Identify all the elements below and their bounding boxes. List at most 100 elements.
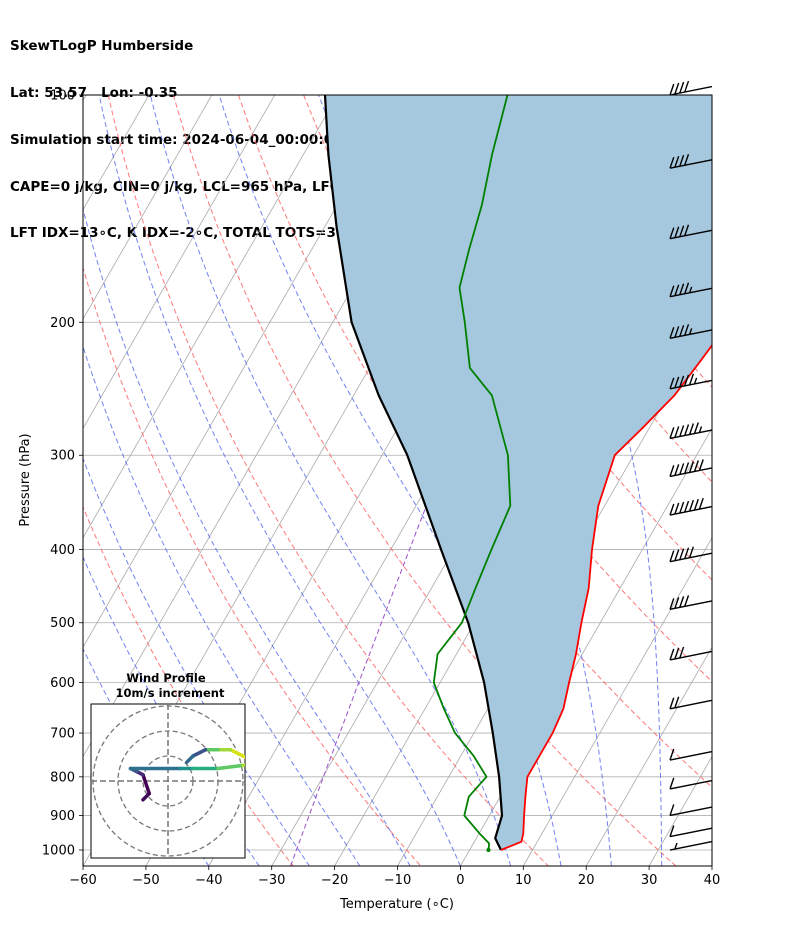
wind-barb-shaft xyxy=(669,806,713,817)
moist-adiabat-line xyxy=(218,95,562,866)
hodograph-segment xyxy=(141,773,151,796)
y-tick-label: 900 xyxy=(50,809,75,824)
x-tick-label: 40 xyxy=(704,873,721,888)
wind-barb xyxy=(669,80,713,96)
x-tick-label: −40 xyxy=(195,873,222,888)
wind-barb-shaft xyxy=(669,699,713,710)
wind-barb-feather xyxy=(688,328,693,335)
wind-barb-feather xyxy=(684,547,690,559)
wind-barb-feather xyxy=(669,503,675,516)
wind-barb-shaft xyxy=(669,85,713,96)
wind-barb-feather xyxy=(674,376,680,389)
x-tick-label: −10 xyxy=(384,873,411,888)
wind-barb xyxy=(669,840,713,851)
isotherm-line xyxy=(83,95,213,320)
isotherm-line xyxy=(83,95,401,649)
wind-barb xyxy=(669,748,713,761)
wind-barb-feather xyxy=(669,285,675,297)
moist-adiabat-line xyxy=(762,95,794,866)
wind-barb xyxy=(669,696,713,710)
moist-adiabat-line xyxy=(83,457,310,866)
wind-barb-feather xyxy=(669,804,675,816)
x-axis-label: Temperature (∘C) xyxy=(339,897,454,912)
wind-barb xyxy=(669,324,713,339)
wind-barb-feather xyxy=(679,225,685,237)
wind-barb-feather xyxy=(669,598,675,610)
wind-barb-feather xyxy=(698,459,704,471)
wind-barb-shaft xyxy=(669,329,713,339)
moist-adiabat-line xyxy=(98,95,461,866)
dewpoint-profile-line xyxy=(432,95,512,851)
wind-barb xyxy=(669,459,713,478)
wind-barb-feather xyxy=(693,377,698,385)
wind-barb-feather xyxy=(674,647,680,660)
wind-barb-feather xyxy=(688,286,693,294)
wind-barb xyxy=(669,224,713,240)
x-tick-label: −50 xyxy=(132,873,159,888)
wind-barb-feather xyxy=(669,777,675,790)
wind-barb-feather xyxy=(684,595,690,607)
y-tick-label: 300 xyxy=(50,449,75,464)
wind-barb-feather xyxy=(679,646,685,659)
hodograph-subtitle: 10m/s increment xyxy=(116,686,225,700)
temperature-profile-line xyxy=(500,343,712,851)
wind-barb xyxy=(669,804,713,817)
wind-barb-shaft xyxy=(669,159,713,169)
surface-dewpoint-marker xyxy=(486,848,491,853)
wind-barb-feather xyxy=(688,461,695,473)
wind-barb xyxy=(669,373,713,390)
isotherm-line xyxy=(83,95,338,539)
wind-barb-feather xyxy=(688,546,695,558)
y-tick-label: 500 xyxy=(50,616,75,631)
y-tick-label: 1000 xyxy=(42,844,75,859)
wind-barb-feather xyxy=(669,648,675,661)
wind-barb-feather xyxy=(693,460,699,472)
wind-barb-shaft xyxy=(669,505,713,516)
wind-barb-feather xyxy=(684,500,690,513)
wind-barb-feather xyxy=(674,549,680,561)
wind-barb-shaft xyxy=(669,287,713,298)
isotherm-line xyxy=(83,95,276,430)
wind-barb-shaft xyxy=(669,750,713,761)
wind-barb-shaft xyxy=(669,229,713,240)
wind-barb-feather xyxy=(674,155,680,168)
dry-adiabat-line xyxy=(83,266,422,866)
wind-barb-feather xyxy=(669,465,675,477)
y-tick-label: 800 xyxy=(50,770,75,785)
wind-barb-feather xyxy=(674,464,680,476)
y-tick-label: 200 xyxy=(50,316,75,331)
hodograph-title: Wind Profile xyxy=(126,671,206,685)
wind-barb-feather xyxy=(679,501,685,514)
wind-barb-shaft xyxy=(669,552,713,563)
location-line: Lat: 53.57 Lon: -0.35 xyxy=(10,84,178,101)
x-tick-label: 30 xyxy=(641,873,658,888)
wind-barb xyxy=(669,595,713,611)
wind-barb-feather xyxy=(684,374,690,387)
wind-barb-feather xyxy=(684,224,690,236)
wind-barb xyxy=(669,422,713,440)
wind-barb-feather xyxy=(679,283,685,295)
wind-barb-feather xyxy=(698,497,704,510)
wind-barb-feather xyxy=(669,748,675,761)
wind-barb-feather xyxy=(684,282,690,295)
isotherm-line xyxy=(83,95,87,102)
wind-barb-feather xyxy=(669,377,675,390)
wind-barb-shaft xyxy=(669,467,713,478)
x-tick-label: 20 xyxy=(578,873,595,888)
parcel-profile-line xyxy=(323,95,504,851)
isotherm-line xyxy=(775,95,794,866)
wind-barb-feather xyxy=(684,462,690,474)
x-tick-label: 10 xyxy=(515,873,532,888)
wind-barb-shaft xyxy=(669,600,713,611)
wind-barb-feather xyxy=(669,327,675,339)
wind-barb-feather xyxy=(674,842,678,850)
wind-barb-feather xyxy=(674,597,680,609)
wind-barb-feather xyxy=(669,825,675,837)
wind-barb-shaft xyxy=(669,379,713,390)
moist-adiabat-line xyxy=(83,206,411,866)
y-tick-label: 700 xyxy=(50,727,75,742)
wind-barb-feather xyxy=(669,697,675,709)
wind-barb-shaft xyxy=(669,650,713,661)
wind-barb xyxy=(669,825,713,838)
